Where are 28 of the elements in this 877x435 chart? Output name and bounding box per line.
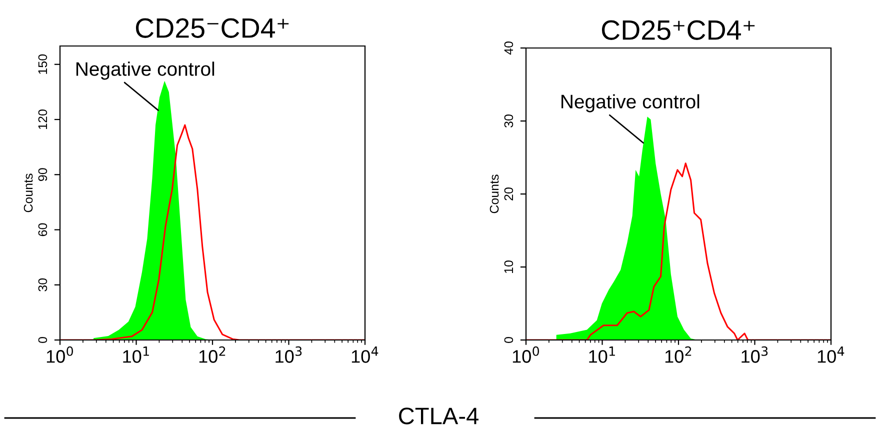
y-tick-label: 20 bbox=[504, 188, 514, 200]
x-tick-label: 10$^{0}$ bbox=[46, 346, 74, 363]
annotation: Negative control bbox=[562, 94, 700, 112]
annotation: Negative control bbox=[76, 62, 214, 80]
y-axis-title: Counts bbox=[24, 174, 33, 212]
x-tick-label: 10$^{2}$ bbox=[665, 346, 692, 363]
x-tick-label: 10$^{2}$ bbox=[199, 346, 226, 363]
x-tick-label: 10$^{1}$ bbox=[123, 346, 149, 363]
x-tick-label: 10$^{4}$ bbox=[818, 346, 844, 363]
x-tick-label: 10$^{1}$ bbox=[589, 346, 615, 363]
y-axis-title: Counts bbox=[490, 174, 499, 214]
y-tick-label: 120 bbox=[38, 110, 48, 129]
y-tick-label: 30 bbox=[38, 278, 48, 292]
x-tick-label: 10$^{0}$ bbox=[512, 346, 540, 363]
y-tick-label: 0 bbox=[38, 337, 48, 343]
y-tick-label: 10 bbox=[504, 260, 514, 273]
x-tick-label: 10$^{3}$ bbox=[276, 346, 302, 363]
x-tick-label: 10$^{4}$ bbox=[352, 346, 378, 363]
y-tick-label: 60 bbox=[38, 223, 48, 236]
x-axis-title: CTLA-4 bbox=[399, 408, 478, 424]
y-tick-label: 30 bbox=[504, 114, 514, 128]
x-tick-label: 10$^{3}$ bbox=[742, 346, 768, 363]
y-tick-label: 40 bbox=[504, 42, 514, 55]
chart-title: CD25⁺CD4⁺ bbox=[602, 20, 755, 40]
chart-title: CD25⁻CD4⁺ bbox=[136, 18, 289, 38]
y-tick-label: 90 bbox=[38, 168, 48, 181]
y-tick-label: 150 bbox=[38, 54, 48, 74]
y-tick-label: 0 bbox=[504, 337, 514, 343]
